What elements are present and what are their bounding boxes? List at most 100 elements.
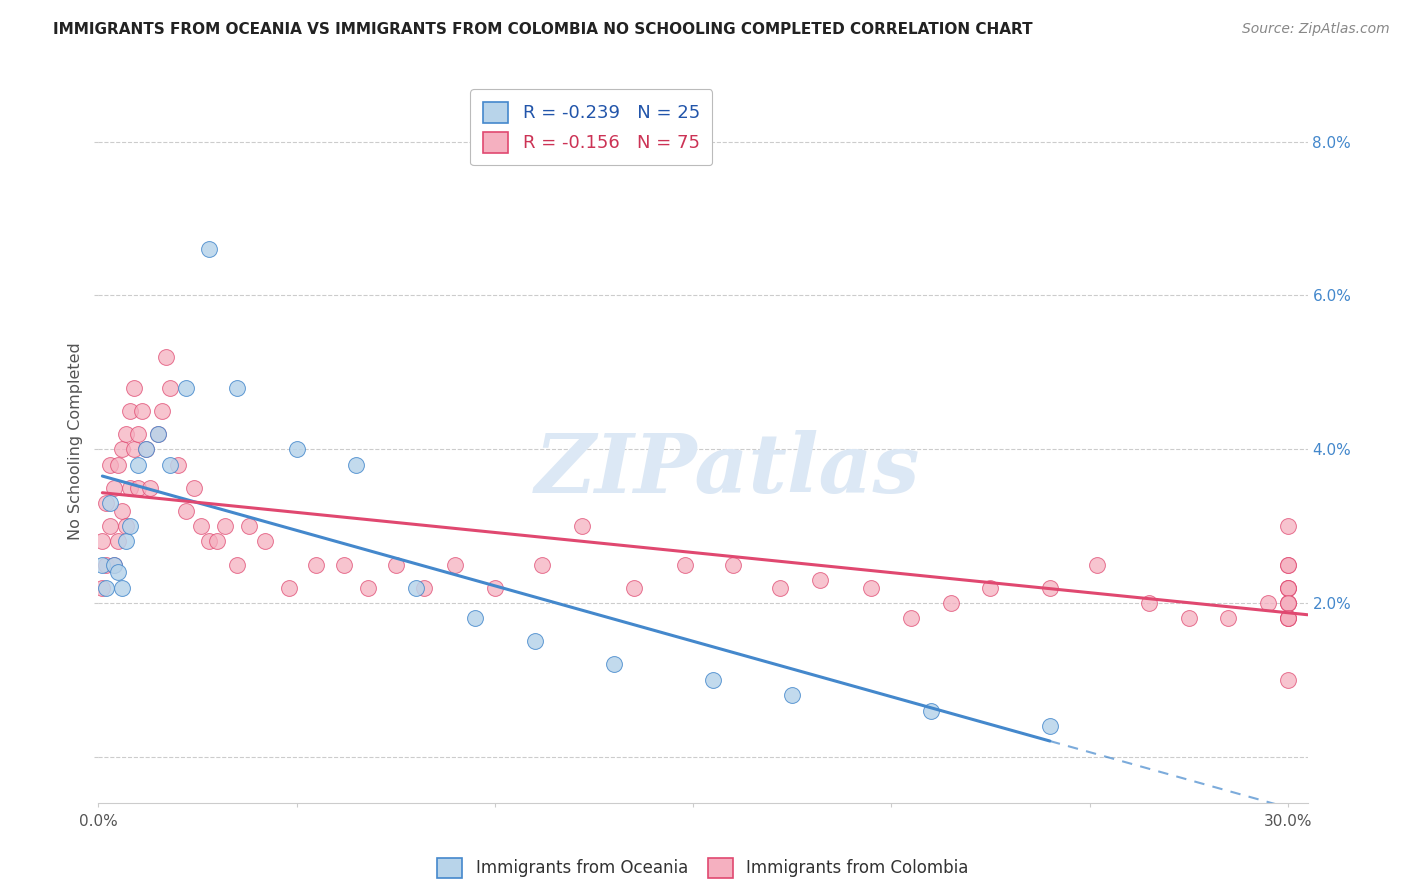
- Point: [571, 519, 593, 533]
- Point: [464, 611, 486, 625]
- Point: [131, 404, 153, 418]
- Point: [1277, 558, 1299, 572]
- Legend: Immigrants from Oceania, Immigrants from Colombia: Immigrants from Oceania, Immigrants from…: [430, 851, 976, 885]
- Point: [198, 243, 221, 257]
- Point: [214, 519, 236, 533]
- Point: [120, 519, 142, 533]
- Point: [98, 458, 121, 472]
- Point: [384, 558, 406, 572]
- Point: [769, 581, 792, 595]
- Point: [333, 558, 356, 572]
- Point: [1277, 558, 1299, 572]
- Point: [127, 458, 149, 472]
- Point: [111, 581, 134, 595]
- Point: [277, 581, 299, 595]
- Point: [150, 404, 173, 418]
- Point: [226, 558, 249, 572]
- Point: [1277, 611, 1299, 625]
- Point: [523, 634, 546, 648]
- Point: [159, 458, 181, 472]
- Point: [91, 558, 114, 572]
- Point: [183, 481, 205, 495]
- Point: [120, 481, 142, 495]
- Point: [98, 519, 121, 533]
- Point: [1277, 519, 1299, 533]
- Point: [135, 442, 157, 457]
- Point: [111, 442, 134, 457]
- Point: [122, 442, 145, 457]
- Point: [96, 558, 118, 572]
- Point: [1277, 581, 1299, 595]
- Point: [238, 519, 260, 533]
- Point: [103, 558, 125, 572]
- Point: [146, 426, 169, 441]
- Point: [111, 504, 134, 518]
- Point: [1039, 719, 1062, 733]
- Point: [1087, 558, 1109, 572]
- Point: [900, 611, 922, 625]
- Point: [127, 481, 149, 495]
- Point: [103, 481, 125, 495]
- Point: [1277, 596, 1299, 610]
- Text: ZIPatlas: ZIPatlas: [534, 431, 920, 510]
- Text: Source: ZipAtlas.com: Source: ZipAtlas.com: [1241, 22, 1389, 37]
- Y-axis label: No Schooling Completed: No Schooling Completed: [67, 343, 83, 541]
- Point: [135, 442, 157, 457]
- Point: [1277, 581, 1299, 595]
- Text: IMMIGRANTS FROM OCEANIA VS IMMIGRANTS FROM COLOMBIA NO SCHOOLING COMPLETED CORRE: IMMIGRANTS FROM OCEANIA VS IMMIGRANTS FR…: [53, 22, 1033, 37]
- Point: [127, 426, 149, 441]
- Point: [1277, 596, 1299, 610]
- Point: [405, 581, 427, 595]
- Point: [207, 534, 229, 549]
- Point: [1177, 611, 1199, 625]
- Point: [107, 458, 129, 472]
- Point: [702, 673, 724, 687]
- Point: [159, 381, 181, 395]
- Point: [1137, 596, 1160, 610]
- Point: [780, 688, 803, 702]
- Point: [174, 504, 197, 518]
- Point: [979, 581, 1001, 595]
- Point: [226, 381, 249, 395]
- Point: [155, 350, 177, 364]
- Point: [166, 458, 188, 472]
- Point: [1277, 581, 1299, 595]
- Point: [305, 558, 328, 572]
- Point: [98, 496, 121, 510]
- Point: [920, 704, 942, 718]
- Point: [357, 581, 380, 595]
- Point: [860, 581, 883, 595]
- Point: [721, 558, 744, 572]
- Point: [412, 581, 434, 595]
- Point: [939, 596, 962, 610]
- Point: [1277, 673, 1299, 687]
- Point: [115, 519, 138, 533]
- Point: [808, 573, 831, 587]
- Point: [174, 381, 197, 395]
- Point: [96, 581, 118, 595]
- Point: [1277, 611, 1299, 625]
- Point: [190, 519, 212, 533]
- Point: [344, 458, 367, 472]
- Point: [253, 534, 276, 549]
- Point: [623, 581, 645, 595]
- Point: [146, 426, 169, 441]
- Point: [107, 534, 129, 549]
- Point: [198, 534, 221, 549]
- Point: [1277, 596, 1299, 610]
- Point: [91, 581, 114, 595]
- Point: [120, 404, 142, 418]
- Point: [444, 558, 467, 572]
- Point: [603, 657, 626, 672]
- Point: [1277, 611, 1299, 625]
- Point: [673, 558, 696, 572]
- Point: [107, 565, 129, 579]
- Point: [96, 496, 118, 510]
- Point: [103, 558, 125, 572]
- Point: [484, 581, 506, 595]
- Point: [1039, 581, 1062, 595]
- Point: [531, 558, 554, 572]
- Point: [1257, 596, 1279, 610]
- Point: [139, 481, 162, 495]
- Point: [115, 534, 138, 549]
